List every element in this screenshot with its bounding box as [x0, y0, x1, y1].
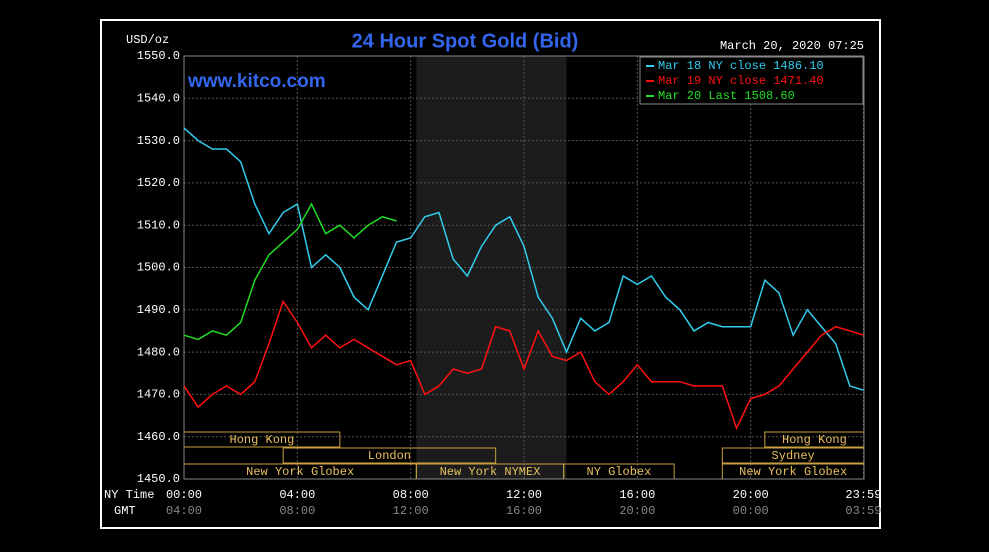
- y-tick-label: 1480.0: [137, 345, 180, 359]
- session-label: New York NYMEX: [440, 465, 541, 479]
- y-tick-label: 1520.0: [137, 176, 180, 190]
- x-tick-label: 00:00: [166, 488, 202, 502]
- x2-tick-label: 12:00: [393, 504, 429, 518]
- x-tick-label: 12:00: [506, 488, 542, 502]
- y-axis-label: USD/oz: [126, 33, 169, 47]
- x2-tick-label: 20:00: [619, 504, 655, 518]
- legend-label: Mar 20 Last 1508.60: [658, 89, 795, 103]
- x2-tick-label: 16:00: [506, 504, 542, 518]
- x-tick-label: 20:00: [733, 488, 769, 502]
- session-bar: [282, 447, 497, 464]
- x2-tick-label: 08:00: [279, 504, 315, 518]
- timestamp: March 20, 2020 07:25: [720, 39, 864, 53]
- y-tick-label: 1550.0: [137, 49, 180, 63]
- session-label: London: [368, 449, 411, 463]
- plot-border: [183, 55, 865, 480]
- legend-label: Mar 19 NY close 1471.40: [658, 74, 824, 88]
- legend-label: Mar 18 NY close 1486.10: [658, 59, 824, 73]
- y-tick-label: 1540.0: [137, 91, 180, 105]
- x2-tick-label: 03:59: [845, 504, 881, 518]
- session-label: NY Globex: [587, 465, 652, 479]
- session-label: Hong Kong: [230, 433, 295, 447]
- x2-tick-label: 04:00: [166, 504, 202, 518]
- x-tick-label: 23:59: [845, 488, 881, 502]
- watermark: www.kitco.com: [187, 71, 326, 92]
- session-label: Hong Kong: [782, 433, 847, 447]
- series-line: [183, 127, 864, 391]
- gmt-label: GMT: [114, 504, 136, 518]
- y-tick-label: 1460.0: [137, 430, 180, 444]
- x-tick-label: 08:00: [393, 488, 429, 502]
- series-line: [183, 202, 397, 341]
- y-tick-label: 1530.0: [137, 134, 180, 148]
- series-line: [183, 299, 864, 431]
- y-tick-label: 1510.0: [137, 218, 180, 232]
- session-label: New York Globex: [246, 465, 354, 479]
- x2-tick-label: 00:00: [733, 504, 769, 518]
- x-tick-label: 16:00: [619, 488, 655, 502]
- y-tick-label: 1450.0: [137, 472, 180, 486]
- legend-box: [639, 56, 864, 105]
- ny-time-label: NY Time: [104, 488, 154, 502]
- shaded-region: [416, 56, 567, 479]
- y-tick-label: 1490.0: [137, 303, 180, 317]
- session-label: Sydney: [772, 449, 815, 463]
- session-label: New York Globex: [739, 465, 847, 479]
- chart-title: 24 Hour Spot Gold (Bid): [352, 30, 579, 52]
- y-tick-label: 1470.0: [137, 388, 180, 402]
- y-tick-label: 1500.0: [137, 261, 180, 275]
- x-tick-label: 04:00: [279, 488, 315, 502]
